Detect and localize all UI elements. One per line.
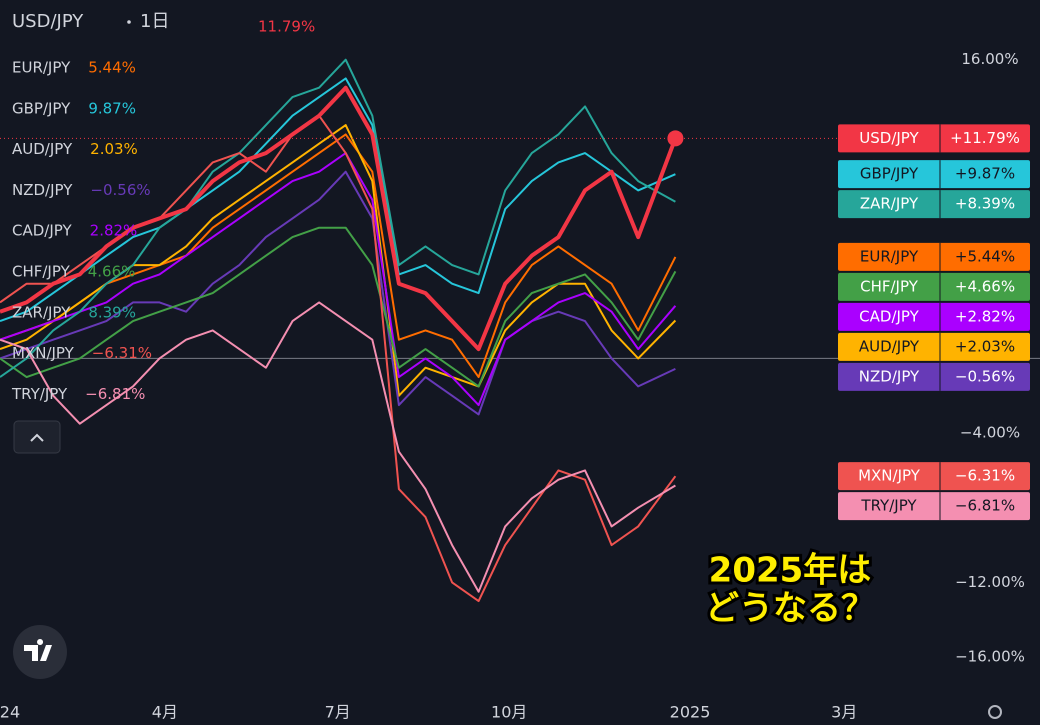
y-tick-label: −12.00%	[955, 573, 1025, 591]
title-value: 11.79%	[258, 18, 315, 36]
tag-value: +2.82%	[955, 307, 1015, 325]
collapse-icon	[30, 433, 44, 442]
tag-name: CHF/JPY	[860, 277, 919, 295]
legend-value: 9.87%	[88, 99, 136, 117]
legend-value: 2.82%	[90, 222, 138, 240]
series-line	[0, 58, 676, 378]
series-line	[0, 301, 676, 593]
series-line	[0, 85, 678, 352]
plot	[0, 58, 1040, 603]
price-tag	[838, 302, 1030, 331]
legend-name[interactable]: CHF/JPY	[12, 263, 71, 281]
legend-value: 2.03%	[90, 140, 138, 158]
price-tag	[838, 272, 1030, 301]
legend-name[interactable]: AUD/JPY	[12, 140, 73, 158]
tag-value: +5.44%	[955, 247, 1015, 265]
tag-name: NZD/JPY	[859, 367, 920, 385]
y-tick-label: 16.00%	[961, 50, 1018, 68]
y-tick-label: −16.00%	[955, 648, 1025, 666]
series-line	[0, 226, 677, 388]
tag-name: AUD/JPY	[859, 337, 920, 355]
x-tick-label: 4月	[152, 703, 178, 722]
x-tick-label: 2025	[670, 703, 711, 722]
x-tick-label: 24	[0, 703, 20, 722]
legend-value: −6.81%	[85, 385, 145, 403]
legend-name[interactable]: NZD/JPY	[12, 181, 73, 199]
interval: 1日	[140, 11, 169, 32]
settings-icon[interactable]	[988, 705, 1002, 719]
tag-name: TRY/JPY	[860, 497, 917, 515]
y-tick-label: −4.00%	[960, 424, 1020, 442]
price-tag	[838, 492, 1030, 521]
price-tag	[838, 332, 1030, 361]
tag-value: +8.39%	[955, 195, 1015, 213]
legend-name[interactable]: MXN/JPY	[12, 344, 75, 362]
series-line	[0, 152, 677, 407]
tag-value: +11.79%	[950, 129, 1020, 147]
tag-name: EUR/JPY	[860, 247, 919, 265]
legend-name[interactable]: TRY/JPY	[11, 385, 68, 403]
last-point	[667, 130, 684, 147]
tag-value: +4.66%	[955, 277, 1015, 295]
x-tick-label: 7月	[325, 703, 351, 722]
tag-value: −6.81%	[955, 497, 1015, 515]
tag-value: −6.31%	[955, 467, 1015, 485]
logo[interactable]	[13, 625, 67, 679]
price-tag	[838, 242, 1030, 271]
x-tick-label: 10月	[491, 703, 527, 722]
tag-value: −0.56%	[955, 367, 1015, 385]
series-line	[0, 133, 677, 379]
legend-name[interactable]: ZAR/JPY	[12, 303, 71, 321]
collapse-button[interactable]	[13, 420, 61, 454]
price-tag	[838, 462, 1030, 491]
series-line	[0, 170, 676, 416]
legend-value: 4.66%	[88, 263, 136, 281]
annotation: 2025年は	[709, 551, 872, 591]
price-tag	[838, 160, 1030, 189]
price-tag	[838, 362, 1030, 391]
x-tick-label: 3月	[831, 703, 857, 722]
series-line	[0, 77, 676, 323]
legend-value: −6.31%	[92, 344, 152, 362]
legend-value: −0.56%	[90, 181, 150, 199]
legend-name[interactable]: EUR/JPY	[12, 59, 71, 77]
legend-name[interactable]: CAD/JPY	[12, 222, 72, 240]
tag-name: MXN/JPY	[858, 467, 921, 485]
tag-name: CAD/JPY	[859, 307, 919, 325]
overlay: USD/JPY 1日 11.79% 2025年は どうなる？ 16.00% −4.…	[0, 11, 1030, 722]
tag-value: +2.03%	[955, 337, 1015, 355]
tag-name: GBP/JPY	[860, 165, 919, 183]
price-tag	[838, 124, 1030, 153]
logo-mark	[24, 639, 52, 661]
annotation: どうなる？	[705, 589, 875, 629]
tag-name: USD/JPY	[859, 129, 919, 147]
title: USD/JPY	[12, 11, 84, 32]
price-tag	[838, 190, 1030, 219]
tag-name: ZAR/JPY	[860, 195, 919, 213]
tag-value: +9.87%	[955, 165, 1015, 183]
legend-value: 8.39%	[88, 303, 136, 321]
legend-name[interactable]: GBP/JPY	[12, 99, 71, 117]
separator-dot	[127, 20, 131, 24]
legend-value: 5.44%	[88, 59, 136, 77]
